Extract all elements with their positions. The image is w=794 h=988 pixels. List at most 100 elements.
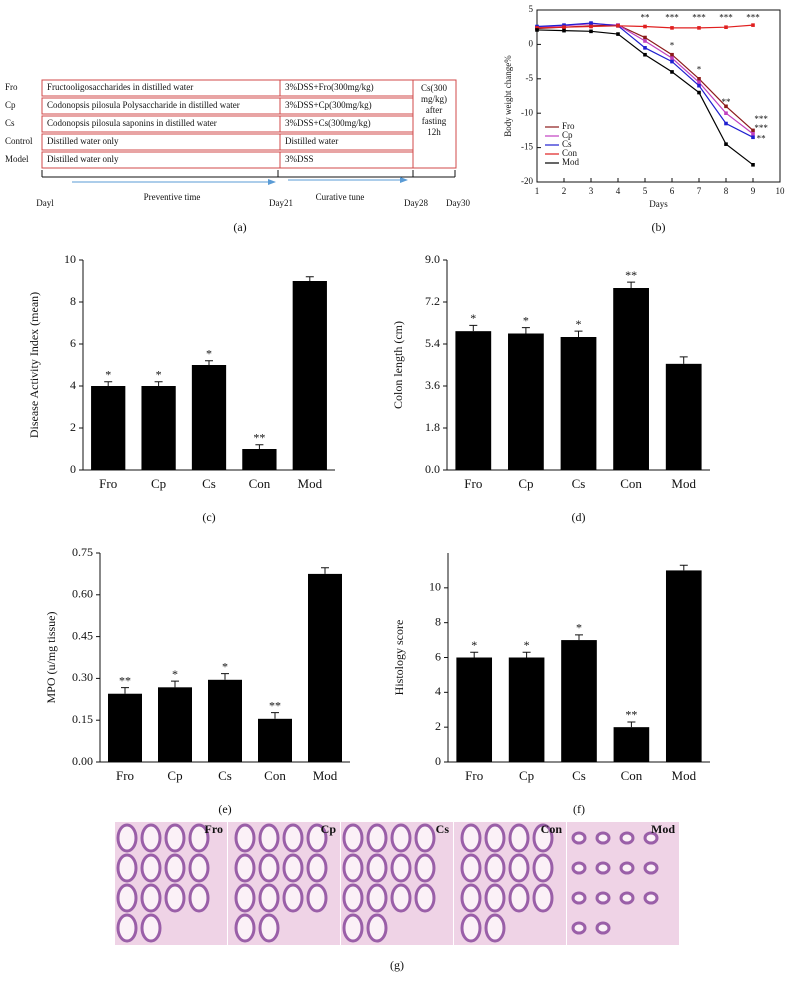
image-label: Mod — [651, 822, 675, 836]
y-tick-label: -15 — [521, 142, 533, 152]
crypt — [282, 883, 304, 913]
point — [670, 59, 674, 64]
point — [697, 80, 701, 85]
crypt — [366, 823, 388, 853]
crypt — [414, 883, 436, 913]
crypt — [258, 883, 280, 913]
error-bar — [574, 330, 583, 337]
crypt — [342, 883, 364, 913]
y-tick-label: 0.60 — [72, 587, 93, 601]
point — [535, 26, 539, 30]
x-tick-label: Cs — [218, 768, 232, 783]
crypt — [188, 853, 210, 883]
annotation: *** — [692, 12, 706, 22]
x-tick-label: Mod — [672, 768, 697, 783]
significance: ** — [625, 268, 637, 282]
crypt — [306, 883, 328, 913]
y-tick-label: 5 — [529, 4, 534, 14]
preventive-text: Fructooligosaccharides in distilled wate… — [47, 82, 193, 92]
crypt — [460, 913, 482, 943]
x-tick-label: 5 — [643, 186, 648, 196]
histology-image — [567, 822, 679, 945]
crypt — [571, 831, 587, 845]
point — [724, 142, 728, 146]
point — [670, 70, 674, 74]
legend-label: Cs — [562, 139, 572, 149]
day-label: Day30 — [446, 198, 470, 208]
point — [643, 52, 647, 57]
significance: * — [471, 638, 477, 652]
crypt — [306, 823, 328, 853]
final-text: 12h — [427, 127, 441, 137]
y-tick-label: 0.30 — [72, 670, 93, 684]
annotation: *** — [754, 114, 768, 124]
y-tick-label: 10 — [64, 252, 76, 266]
x-tick-label: Mod — [313, 768, 338, 783]
curative-text: Distilled water — [285, 136, 338, 146]
point — [589, 29, 593, 34]
x-tick-label: 3 — [589, 186, 594, 196]
significance: ** — [625, 708, 637, 722]
significance: ** — [269, 698, 281, 712]
point — [562, 23, 566, 27]
bar — [455, 331, 492, 470]
crypt — [414, 853, 436, 883]
point — [697, 77, 701, 81]
bar — [613, 727, 650, 762]
significance: * — [470, 311, 476, 325]
legend-label: Fro — [562, 121, 575, 131]
error-bar — [521, 327, 530, 334]
preventive-text: Distilled water only — [47, 154, 119, 164]
crypt — [234, 853, 256, 883]
crypt — [140, 913, 162, 943]
significance: * — [576, 621, 582, 635]
bar — [208, 679, 242, 762]
crypt — [342, 823, 364, 853]
histology-image — [115, 822, 227, 945]
point — [643, 35, 647, 40]
bar — [560, 337, 597, 470]
error-bar — [321, 567, 329, 574]
x-tick-label: Cp — [151, 476, 166, 491]
bar — [613, 288, 649, 470]
crypt — [643, 831, 659, 845]
final-text: mg/kg) — [421, 94, 447, 104]
point — [670, 56, 674, 60]
error-bar — [205, 360, 213, 365]
panel-label: (d) — [572, 510, 586, 524]
point — [670, 52, 674, 57]
bar — [158, 687, 192, 762]
crypt — [619, 861, 635, 875]
annotation: *** — [754, 123, 768, 133]
significance: * — [105, 368, 111, 382]
crypt — [116, 823, 138, 853]
annotation: *** — [746, 12, 760, 22]
crypt — [484, 883, 506, 913]
x-tick-label: 8 — [724, 186, 729, 196]
crypt — [164, 823, 186, 853]
error-bar — [221, 673, 229, 680]
y-tick-label: 2 — [70, 420, 76, 434]
crypt — [282, 823, 304, 853]
crypt — [140, 823, 162, 853]
histology-image — [454, 822, 566, 945]
panel-label: (f) — [573, 802, 585, 816]
y-tick-label: 5.4 — [425, 336, 440, 350]
image-label: Cs — [436, 822, 450, 836]
crypt — [595, 891, 611, 905]
x-tick-label: Con — [620, 476, 642, 491]
y-tick-label: 0 — [529, 38, 534, 48]
point — [562, 25, 566, 29]
significance: * — [206, 347, 212, 361]
y-tick-label: 0.00 — [72, 754, 93, 768]
crypt — [366, 883, 388, 913]
crypt — [116, 883, 138, 913]
crypt — [460, 823, 482, 853]
y-tick-label: 0.0 — [425, 462, 440, 476]
crypt — [508, 883, 530, 913]
x-tick-label: Con — [621, 768, 643, 783]
point — [670, 26, 674, 30]
crypt — [508, 853, 530, 883]
x-tick-label: 4 — [616, 186, 621, 196]
point — [616, 24, 620, 28]
